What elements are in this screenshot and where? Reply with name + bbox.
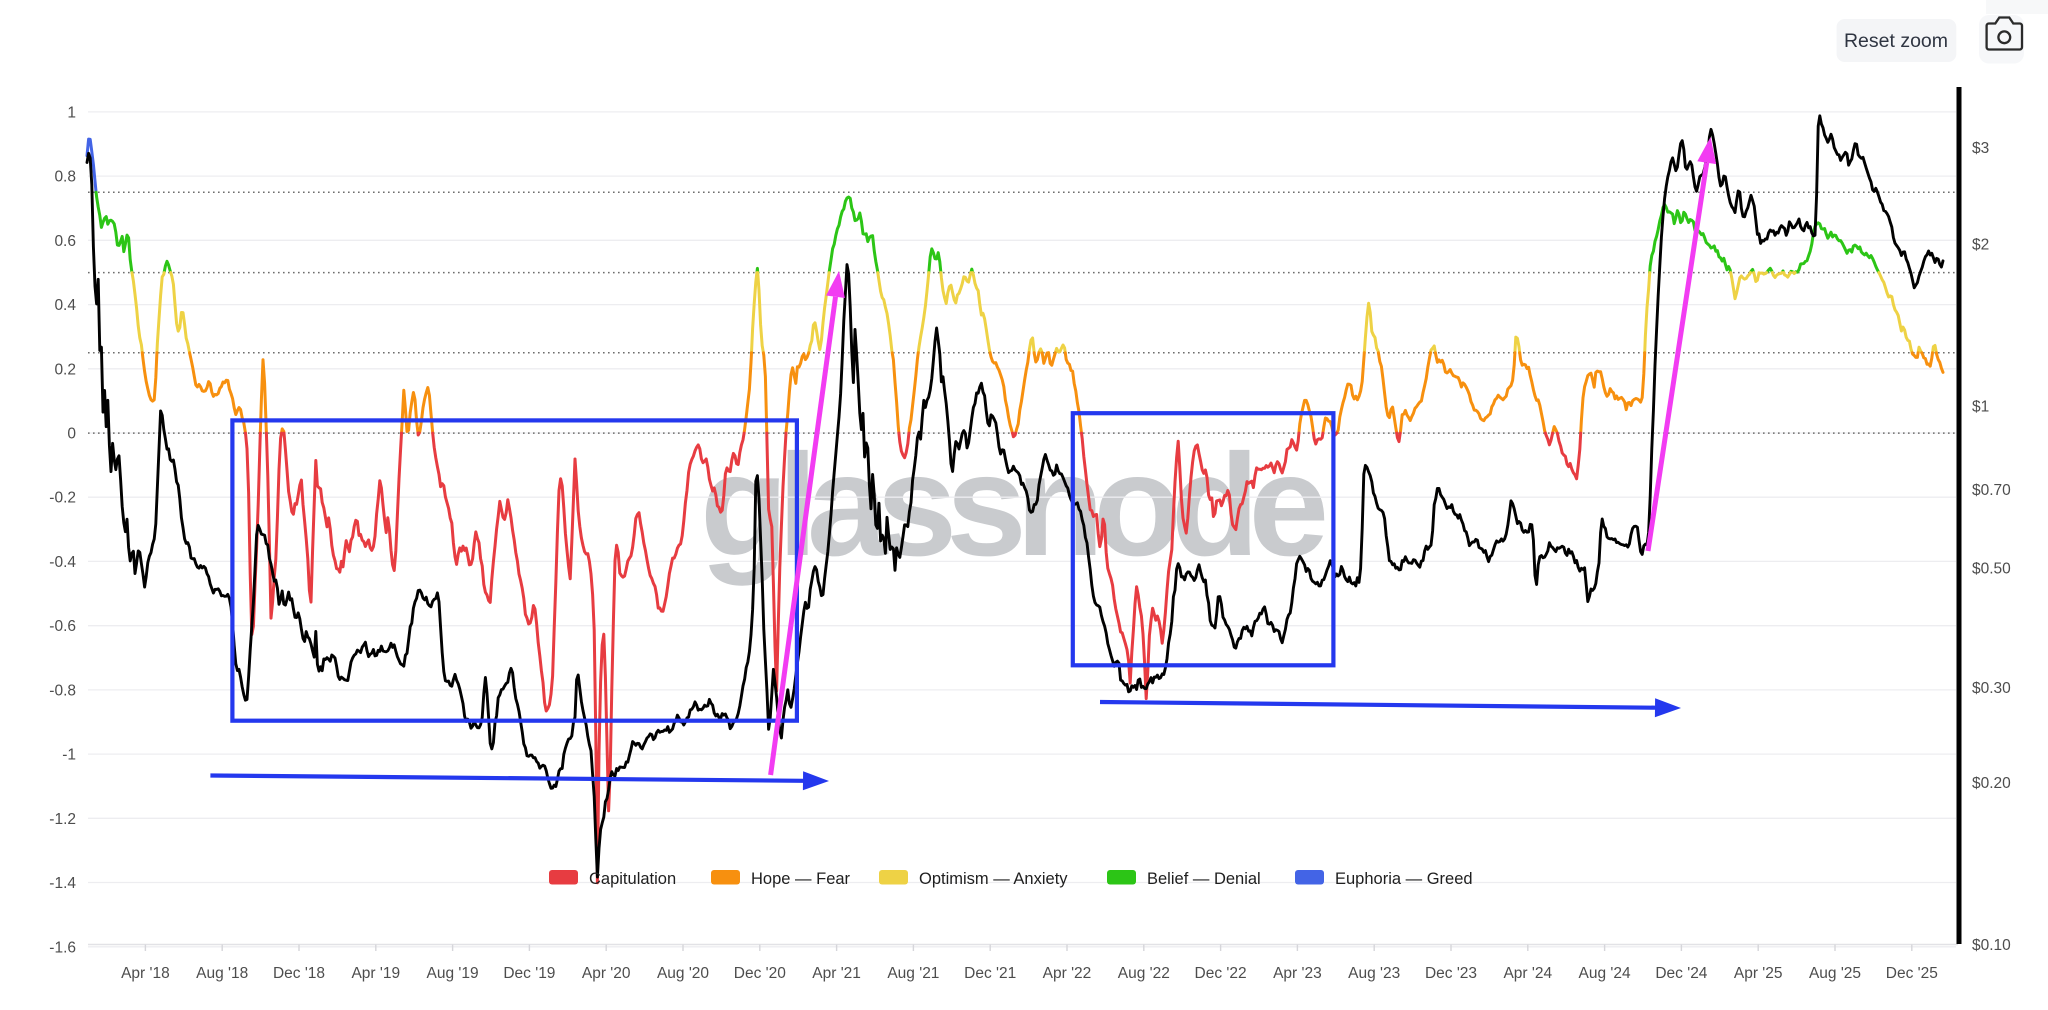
svg-text:0.2: 0.2 — [54, 361, 76, 378]
svg-text:Aug '22: Aug '22 — [1118, 965, 1170, 982]
svg-text:Apr '20: Apr '20 — [582, 965, 631, 982]
svg-text:Apr '25: Apr '25 — [1734, 965, 1783, 982]
svg-text:-1.2: -1.2 — [49, 811, 76, 828]
svg-text:-1.4: -1.4 — [49, 875, 76, 892]
svg-text:Aug '18: Aug '18 — [196, 965, 248, 982]
svg-text:$0.30: $0.30 — [1972, 680, 2011, 697]
svg-text:Dec '19: Dec '19 — [503, 965, 555, 982]
svg-text:Apr '24: Apr '24 — [1503, 965, 1552, 982]
svg-text:Apr '22: Apr '22 — [1043, 965, 1092, 982]
svg-text:Aug '21: Aug '21 — [887, 965, 939, 982]
svg-text:$2: $2 — [1972, 237, 1989, 254]
svg-text:Apr '19: Apr '19 — [351, 965, 400, 982]
svg-text:Dec '18: Dec '18 — [273, 965, 325, 982]
svg-text:0.4: 0.4 — [54, 297, 76, 314]
svg-text:-1.6: -1.6 — [49, 939, 76, 956]
svg-text:-1: -1 — [62, 747, 76, 764]
svg-text:Dec '22: Dec '22 — [1195, 965, 1247, 982]
svg-text:$0.20: $0.20 — [1972, 775, 2011, 792]
svg-text:0.6: 0.6 — [54, 233, 76, 250]
svg-text:Reset zoom: Reset zoom — [1844, 30, 1948, 52]
svg-text:$3: $3 — [1972, 140, 1989, 157]
svg-text:Dec '24: Dec '24 — [1655, 965, 1707, 982]
svg-text:Hope — Fear: Hope — Fear — [751, 870, 851, 888]
svg-text:-0.2: -0.2 — [49, 490, 76, 507]
svg-text:Apr '21: Apr '21 — [812, 965, 861, 982]
svg-text:Dec '21: Dec '21 — [964, 965, 1016, 982]
svg-text:$0.10: $0.10 — [1972, 937, 2011, 954]
svg-text:Dec '25: Dec '25 — [1886, 965, 1938, 982]
svg-text:-0.4: -0.4 — [49, 554, 76, 571]
svg-text:$0.50: $0.50 — [1972, 561, 2011, 578]
svg-text:1: 1 — [67, 104, 76, 121]
svg-text:Apr '18: Apr '18 — [121, 965, 170, 982]
svg-text:Aug '23: Aug '23 — [1348, 965, 1400, 982]
svg-text:Belief — Denial: Belief — Denial — [1147, 870, 1261, 888]
svg-text:-0.6: -0.6 — [49, 618, 76, 635]
svg-text:Dec '20: Dec '20 — [734, 965, 786, 982]
svg-text:Dec '23: Dec '23 — [1425, 965, 1477, 982]
svg-text:0: 0 — [67, 426, 76, 443]
svg-text:$0.70: $0.70 — [1972, 482, 2011, 499]
svg-text:Capitulation: Capitulation — [589, 870, 676, 888]
svg-text:0.8: 0.8 — [54, 169, 76, 186]
svg-text:$1: $1 — [1972, 398, 1989, 415]
svg-text:Optimism — Anxiety: Optimism — Anxiety — [919, 870, 1068, 888]
svg-text:Euphoria — Greed: Euphoria — Greed — [1335, 870, 1473, 888]
svg-text:Apr '23: Apr '23 — [1273, 965, 1322, 982]
svg-text:Aug '19: Aug '19 — [427, 965, 479, 982]
svg-text:Aug '25: Aug '25 — [1809, 965, 1861, 982]
svg-text:Aug '20: Aug '20 — [657, 965, 709, 982]
svg-text:-0.8: -0.8 — [49, 682, 76, 699]
svg-text:Aug '24: Aug '24 — [1579, 965, 1631, 982]
